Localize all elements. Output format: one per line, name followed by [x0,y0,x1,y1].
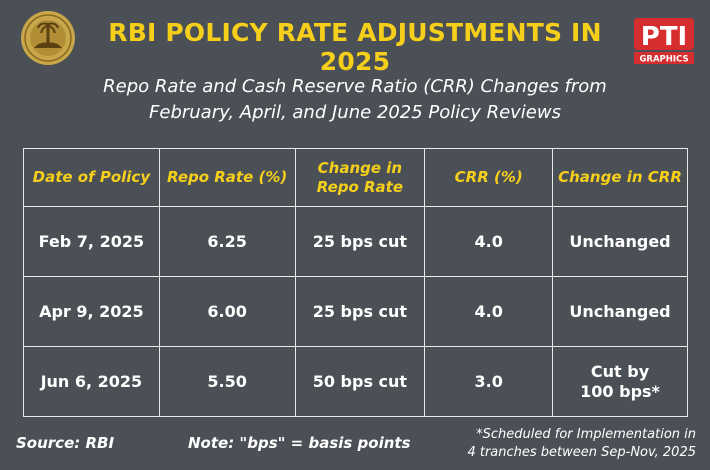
pti-logo-word: PTI [641,22,687,52]
cell-crr: 4.0 [424,206,554,277]
header-change-in-repo-rate: Change in Repo Rate [294,148,426,207]
cell-crr-change: Unchanged [552,206,688,277]
header-date-of-policy: Date of Policy [23,148,160,207]
policy-rates-table: Date of Policy Repo Rate (%) Change in R… [23,148,688,417]
bps-note: Note: "bps" = basis points [188,434,411,452]
pti-graphics-logo-icon: PTI GRAPHICS [634,18,694,65]
cell-date: Feb 7, 2025 [23,206,160,277]
cell-date: Apr 9, 2025 [23,276,160,347]
rbi-logo-icon [21,11,75,65]
header-repo-rate: Repo Rate (%) [158,148,296,207]
cell-crr: 3.0 [424,346,554,417]
page-subtitle: Repo Rate and Cash Reserve Ratio (CRR) C… [60,74,650,126]
subtitle-line-1: Repo Rate and Cash Reserve Ratio (CRR) C… [103,76,607,97]
cell-date: Jun 6, 2025 [23,346,160,417]
cell-crr-change: Unchanged [552,276,688,347]
cell-repo-rate: 5.50 [158,346,296,417]
source-note: Source: RBI [16,434,115,452]
table-row: Jun 6, 2025 5.50 50 bps cut 3.0 Cut by 1… [23,346,688,417]
header-change-in-crr: Change in CRR [552,148,688,207]
page-title: RBI POLICY RATE ADJUSTMENTS IN 2025 [108,18,602,76]
table-header-row: Date of Policy Repo Rate (%) Change in R… [23,148,688,207]
header-crr: CRR (%) [424,148,554,207]
subtitle-line-2: February, April, and June 2025 Policy Re… [149,102,561,123]
cell-repo-change: 50 bps cut [294,346,426,417]
cell-crr-change: Cut by 100 bps* [552,346,688,417]
schedule-footnote: *Scheduled for Implementation in 4 tranc… [467,427,696,460]
cell-repo-rate: 6.00 [158,276,296,347]
pti-logo-sub: GRAPHICS [639,55,688,65]
cell-repo-rate: 6.25 [158,206,296,277]
cell-repo-change: 25 bps cut [294,276,426,347]
table-row: Apr 9, 2025 6.00 25 bps cut 4.0 Unchange… [23,276,688,347]
table-row: Feb 7, 2025 6.25 25 bps cut 4.0 Unchange… [23,206,688,277]
cell-repo-change: 25 bps cut [294,206,426,277]
cell-crr: 4.0 [424,276,554,347]
